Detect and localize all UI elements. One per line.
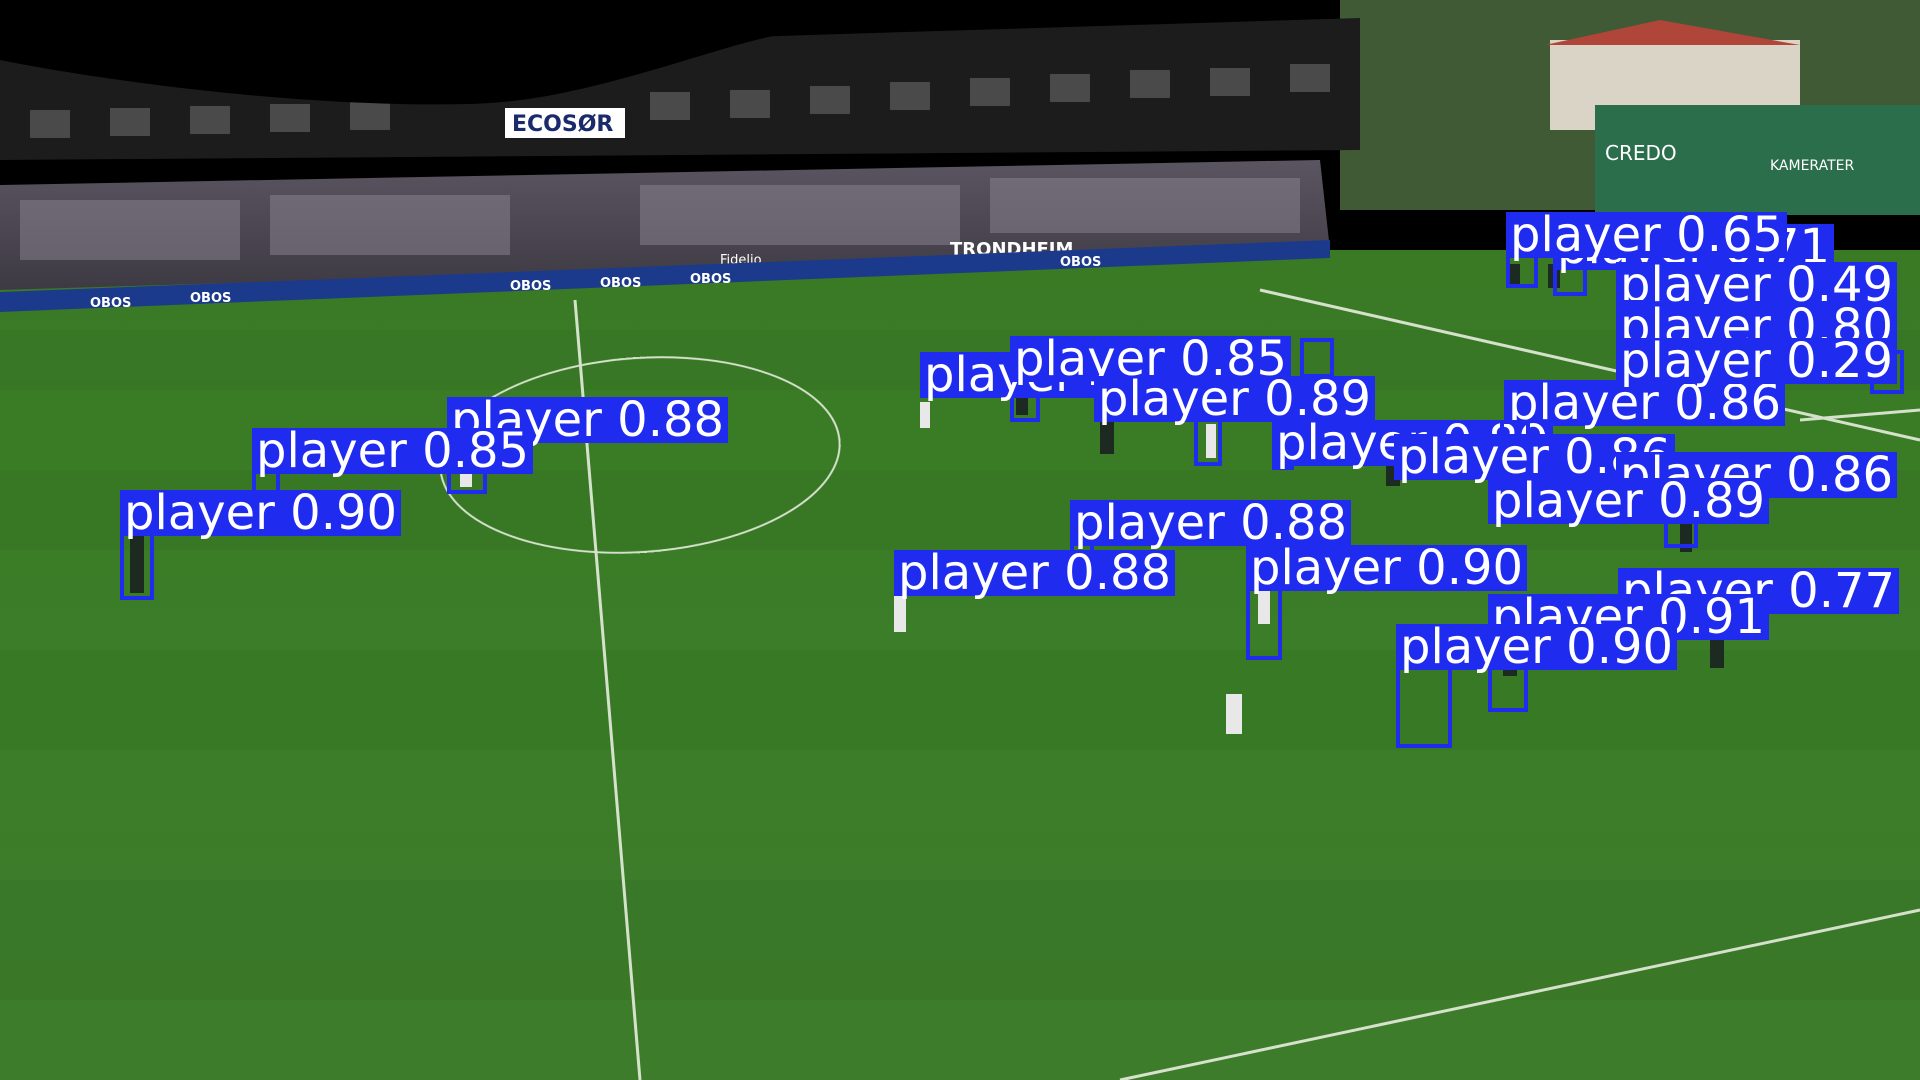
ad-board-texts: OBOS OBOS OBOS OBOS OBOS OBOS	[90, 255, 1101, 311]
goal-box-line	[1799, 408, 1920, 422]
svg-text:OBOS: OBOS	[690, 272, 731, 287]
detection-label: player 0.88	[894, 549, 1176, 597]
ecosor-sign-bg	[505, 108, 625, 138]
kamerater-sign: KAMERATER	[1770, 158, 1854, 174]
touchline	[1119, 908, 1920, 1080]
svg-text:OBOS: OBOS	[90, 296, 131, 311]
detection-label: player 0.85	[1010, 335, 1292, 383]
detection-label: player 0.86	[1504, 379, 1786, 427]
ecosor-sign: ECOSØR	[512, 112, 613, 137]
detection-label: player 0.91	[1488, 593, 1770, 641]
detection-label: player 0.90	[1246, 544, 1528, 592]
detection-label: player 0.90	[1396, 623, 1678, 671]
detection-label: player 0.49	[1616, 261, 1898, 309]
detection-label: player 0.90	[120, 489, 402, 537]
detection-label: player 0.85	[252, 427, 534, 475]
house-roof	[1545, 20, 1800, 45]
lens-distortion-mask	[0, 0, 1085, 105]
svg-text:OBOS: OBOS	[1060, 255, 1101, 270]
ad-boards	[0, 240, 1330, 312]
svg-text:OBOS: OBOS	[190, 291, 231, 306]
stand-windows	[30, 64, 1330, 138]
credo-stand	[1595, 105, 1920, 215]
svg-text:OBOS: OBOS	[600, 276, 641, 291]
svg-text:OBOS: OBOS	[510, 279, 551, 294]
detection-label: player 0.65	[1506, 211, 1788, 259]
credo-sign: CREDO	[1605, 141, 1677, 165]
detection-label: player 0.89	[1488, 477, 1770, 525]
detection-label: player 0.89	[1094, 375, 1376, 423]
detection-label: player 0.29	[1616, 337, 1898, 385]
detection-label: player 0.88	[1070, 499, 1352, 547]
penalty-area-line	[1259, 288, 1920, 442]
crowd-speckle	[20, 178, 1300, 260]
